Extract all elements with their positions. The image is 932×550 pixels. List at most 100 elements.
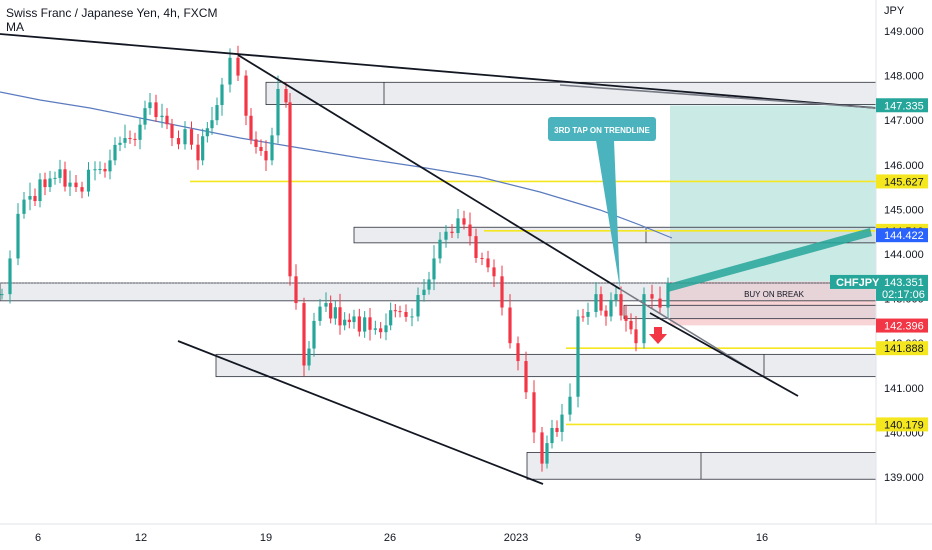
candle-body (312, 320, 316, 349)
candle-body (384, 325, 388, 333)
candle-body (329, 303, 333, 319)
candle-body (609, 299, 613, 317)
candle-body (108, 160, 112, 172)
candle-body (540, 432, 544, 464)
candle-body (93, 169, 97, 171)
candle-body (357, 316, 361, 332)
candle-body (318, 306, 322, 321)
candle-body (581, 316, 585, 318)
candle-body (249, 115, 253, 140)
y-tick-label: 146.000 (884, 160, 924, 172)
candle-body (113, 144, 117, 161)
candle-body (599, 294, 603, 311)
candle-body (373, 328, 377, 330)
price-axis-panel[interactable] (876, 0, 932, 524)
candle-body (550, 427, 554, 444)
candle-body (393, 310, 397, 312)
candle-body (264, 150, 268, 161)
price-tag-label: 147.335 (884, 100, 924, 112)
sr-zone-box (526, 452, 877, 480)
candle-body (63, 169, 67, 187)
y-tick-label: 148.000 (884, 71, 924, 83)
candle-body (352, 316, 356, 323)
sr-zone-box (215, 353, 877, 378)
x-tick-label: 6 (35, 532, 41, 544)
candle-body (270, 135, 274, 161)
y-tick-label: 141.000 (884, 383, 924, 395)
candle-body (619, 294, 623, 316)
candle-body (642, 294, 646, 344)
candle-body (568, 396, 572, 415)
symbol-badge (830, 274, 876, 289)
candle-body (189, 129, 194, 145)
candle-body (614, 294, 618, 300)
candle-body (508, 307, 512, 344)
symbol-badge-label: CHFJPY (836, 277, 880, 289)
candle-body (244, 75, 248, 116)
y-tick-label: 145.000 (884, 204, 924, 216)
candle-body (118, 142, 122, 145)
candle-body (276, 88, 280, 136)
candle-body (228, 57, 232, 85)
candle-body (38, 179, 42, 202)
x-tick-label: 26 (384, 532, 396, 544)
ma-indicator-label[interactable]: MA (6, 20, 24, 34)
candle-body (86, 169, 91, 192)
x-tick-label: 12 (135, 532, 147, 544)
candle-body (347, 319, 351, 323)
candle-body (288, 102, 292, 277)
candle-body (53, 177, 57, 179)
candle-body (629, 320, 633, 330)
candle-body (416, 295, 420, 317)
candle-body (363, 317, 367, 332)
candle-body (524, 361, 528, 393)
candle-body (486, 258, 490, 268)
candle-body (170, 124, 174, 139)
chart-title: Swiss Franc / Japanese Yen, 4h, FXCM (6, 6, 218, 20)
price-tag (876, 417, 928, 432)
candle-body (16, 213, 20, 259)
candle-body (410, 316, 414, 318)
candle-body (427, 279, 431, 290)
y-tick-label: 144.000 (884, 249, 924, 261)
projection-arrow (668, 228, 872, 292)
candle-body (555, 427, 559, 432)
candle-body (462, 218, 466, 225)
currency-label: JPY (884, 5, 905, 17)
candle-body (98, 168, 102, 170)
candle-body (43, 179, 47, 188)
current-price-tag (876, 274, 928, 301)
x-tick-label: 16 (756, 532, 768, 544)
candle-body (307, 348, 311, 366)
candle-body (196, 144, 200, 161)
candle-body (123, 138, 127, 143)
candle-body (492, 267, 496, 277)
candle-body (480, 258, 484, 260)
lower-trendline (177, 340, 544, 485)
candle-body (33, 196, 37, 202)
down-arrow-icon (649, 327, 667, 344)
candle-body (624, 315, 628, 321)
time-axis[interactable]: 6 12 19 26 2023 9 16 (35, 532, 768, 544)
y-tick-label: 149.000 (884, 26, 924, 38)
candle-body (160, 115, 164, 118)
candle-body (324, 303, 328, 307)
candle-body (333, 307, 337, 319)
candle-body (48, 178, 52, 188)
candle-body (302, 303, 306, 366)
candle-body (379, 328, 383, 333)
price-tag (876, 318, 928, 333)
price-tag-label: 140.179 (884, 419, 924, 431)
y-tick-label: 139.000 (884, 472, 924, 484)
support-ray (649, 312, 799, 397)
current-price-label: 143.351 (884, 277, 924, 289)
candle-body (586, 311, 590, 317)
price-tag (876, 98, 928, 113)
candle-body (604, 310, 608, 317)
candle-body (343, 319, 347, 326)
candle-body (103, 168, 107, 172)
candle-body (438, 239, 442, 259)
countdown-label: 02:17:06 (882, 289, 925, 301)
candle-body (210, 120, 214, 129)
